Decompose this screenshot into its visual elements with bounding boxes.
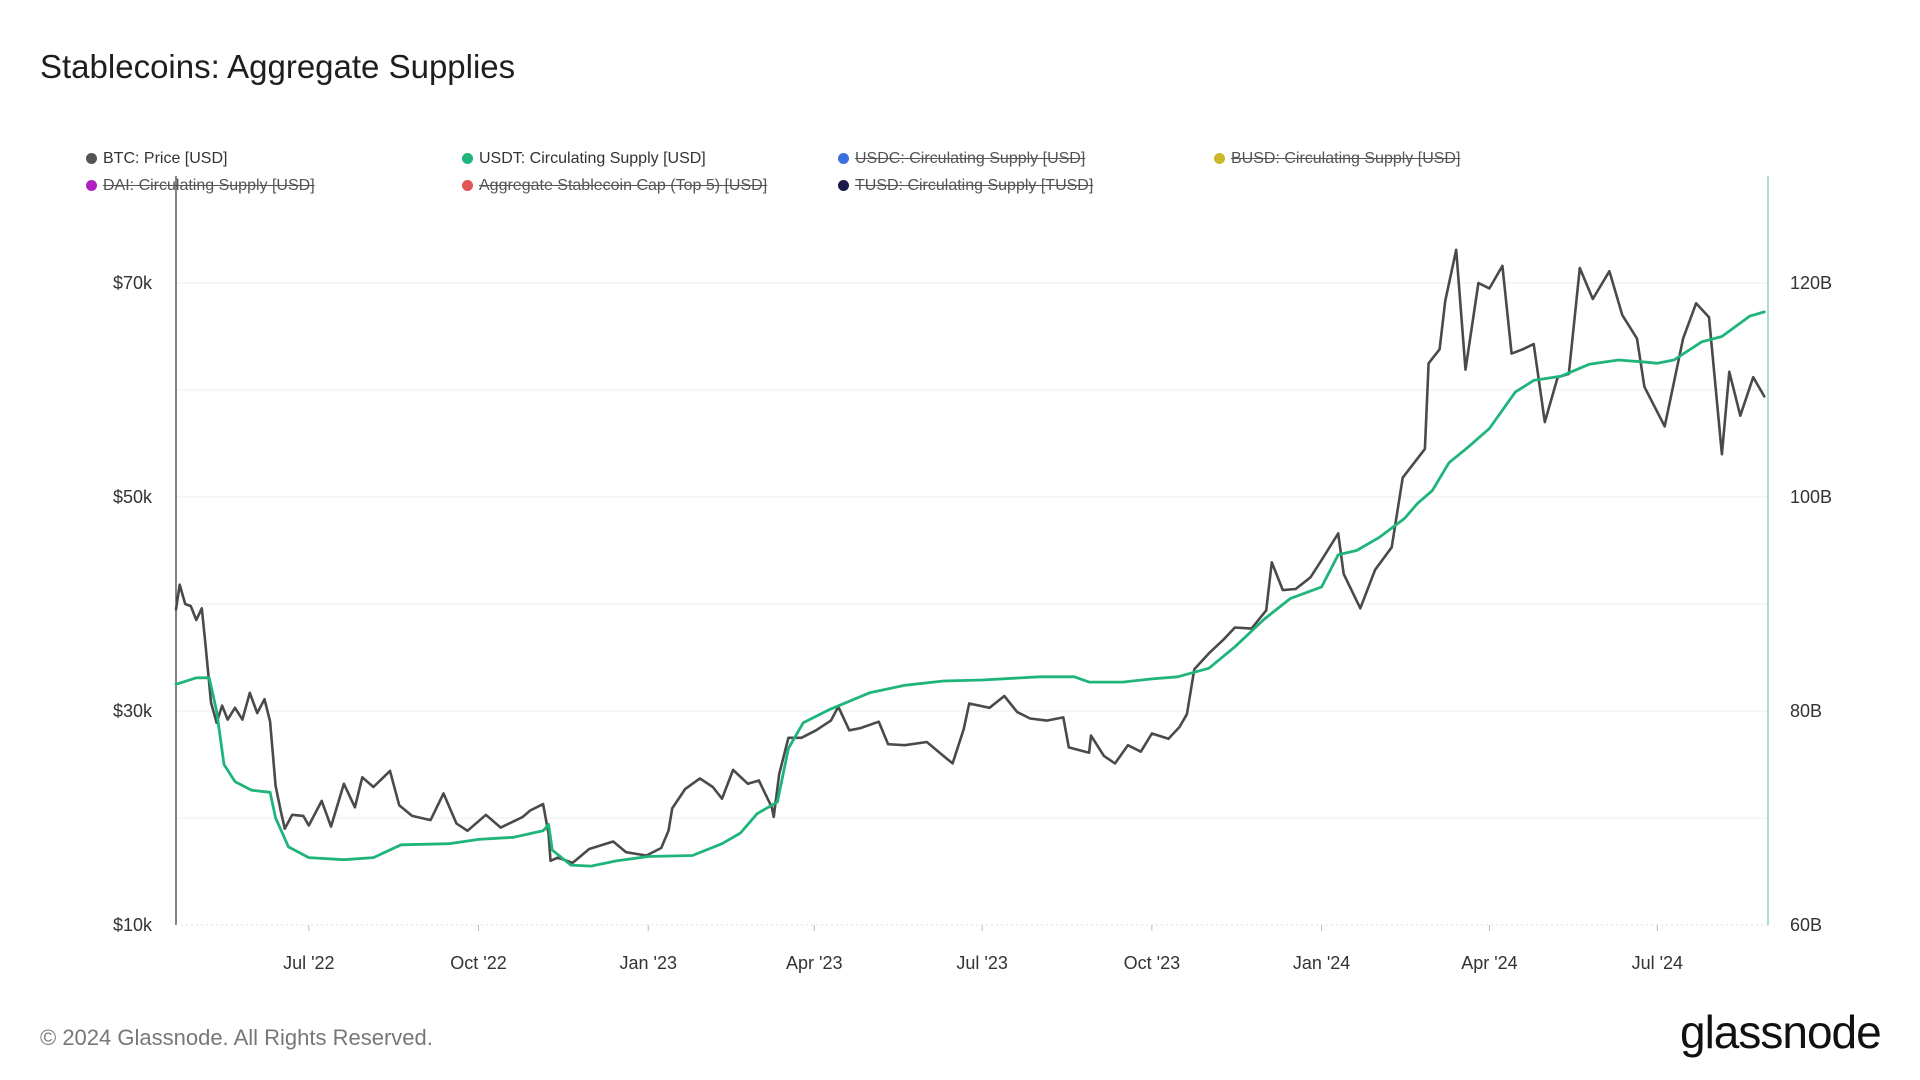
x-tick-label: Jul '23 [956,953,1007,973]
x-axis-ticks: Jul '22 Oct '22 Jan '23 Apr '23 Jul '23 Oct '… [283,925,1683,973]
legend-label: DAI: Circulating Supply [USD] [103,177,315,194]
legend-item[interactable]: BUSD: Circulating Supply [USD] [1214,150,1460,168]
legend-item[interactable]: USDT: Circulating Supply [USD] [462,150,706,168]
y-right-tick-label: 60B [1790,915,1822,935]
grid-lines [176,282,1768,819]
legend-swatch-icon [86,153,97,164]
legend-label: USDT: Circulating Supply [USD] [479,150,706,167]
x-tick-label: Jan '23 [620,953,677,973]
x-tick-label: Apr '23 [786,953,842,973]
y-left-tick-label: $50k [113,487,153,507]
chart-legend: BTC: Price [USD] USDT: Circulating Supply… [0,0,1920,200]
axes [175,176,1769,926]
legend-label: BUSD: Circulating Supply [USD] [1231,150,1461,167]
legend-label: Aggregate Stablecoin Cap (Top 5) [USD] [479,177,768,194]
y-left-tick-label: $30k [113,701,153,721]
legend-label: TUSD: Circulating Supply [TUSD] [855,177,1094,194]
legend-item[interactable]: DAI: Circulating Supply [USD] [86,177,315,195]
x-tick-label: Oct '23 [1124,953,1180,973]
x-tick-label: Jul '22 [283,953,334,973]
copyright-footer: © 2024 Glassnode. All Rights Reserved. [40,1025,433,1050]
legend-item[interactable]: BTC: Price [USD] [86,150,227,168]
legend-swatch-icon [1214,153,1225,164]
legend-swatch-icon [462,180,473,191]
legend-swatch-icon [838,180,849,191]
x-tick-label: Apr '24 [1461,953,1517,973]
chart-series [174,248,1766,868]
legend-swatch-icon [462,153,473,164]
x-tick-label: Jul '24 [1632,953,1683,973]
legend-item[interactable]: USDC: Circulating Supply [USD] [838,150,1085,168]
legend-label: BTC: Price [USD] [103,150,228,167]
legend-item[interactable]: TUSD: Circulating Supply [TUSD] [838,177,1093,195]
y-right-tick-label: 100B [1790,487,1832,507]
y-left-tick-label: $70k [113,273,153,293]
legend-swatch-icon [86,180,97,191]
legend-swatch-icon [838,153,849,164]
usdt-supply-line [174,310,1766,868]
chart-canvas: $10k $30k $50k $70k 60B 80B 100B 120B Jul '22 O… [113,176,1832,973]
y-left-tick-label: $10k [113,915,153,935]
y-right-tick-label: 80B [1790,701,1822,721]
legend-label: USDC: Circulating Supply [USD] [855,150,1086,167]
chart-title: Stablecoins: Aggregate Supplies [40,48,516,85]
y-right-tick-label: 120B [1790,273,1832,293]
y-axis-left-ticks: $10k $30k $50k $70k [113,273,153,935]
brand-logo: glassnode [1680,1006,1882,1058]
legend-item[interactable]: Aggregate Stablecoin Cap (Top 5) [USD] [462,177,767,195]
y-axis-right-ticks: 60B 80B 100B 120B [1790,273,1832,935]
btc-price-line [174,248,1766,865]
x-tick-label: Oct '22 [450,953,506,973]
x-tick-label: Jan '24 [1293,953,1350,973]
